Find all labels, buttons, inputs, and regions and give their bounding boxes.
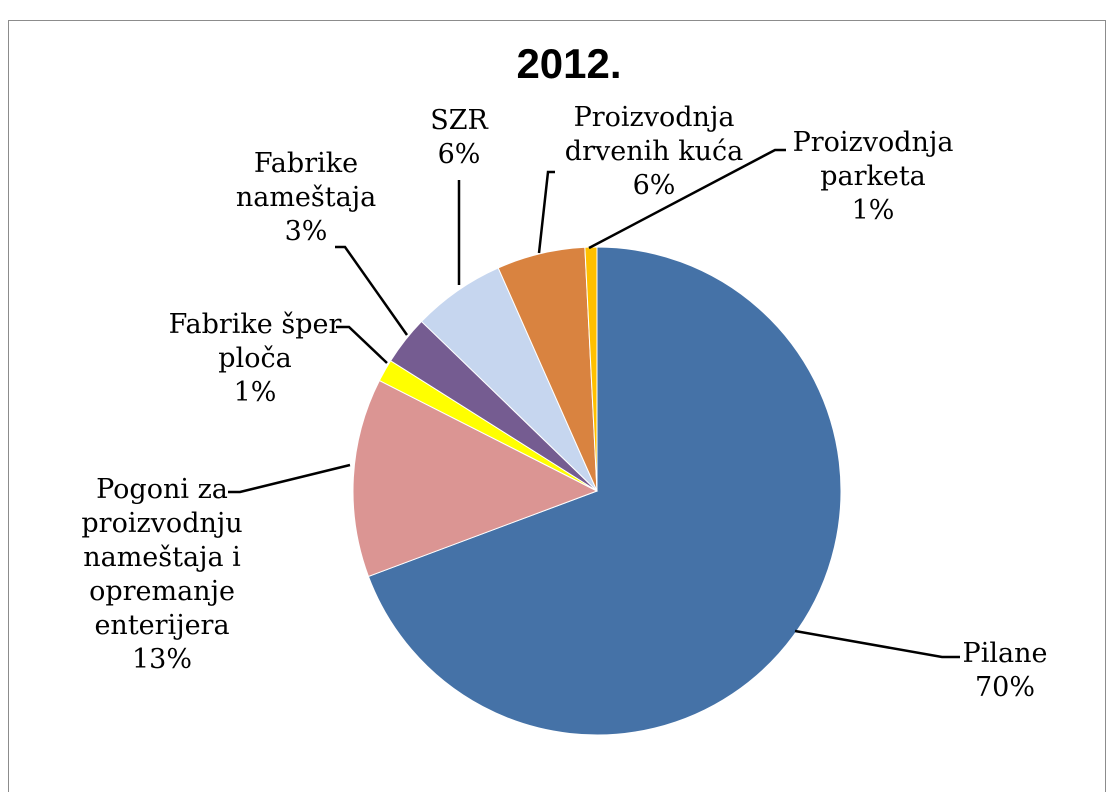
slice-name-label: Proizvodnja <box>574 102 735 133</box>
pie-slice <box>352 379 599 578</box>
slice-name-label: Pilane <box>963 638 1048 669</box>
leader-line <box>335 245 409 336</box>
slice-name-label: proizvodnju <box>81 508 242 539</box>
slice-percent-label: 13% <box>132 644 192 675</box>
slice-percent-label: 3% <box>285 216 328 247</box>
leader-line <box>794 629 960 659</box>
slice-name-label: drvenih kuća <box>565 136 743 167</box>
slice-percent-label: 6% <box>633 170 676 201</box>
slice-name-label: nameštaja i <box>83 542 241 573</box>
chart-title: 2012. <box>516 40 621 87</box>
slice-percent-label: 1% <box>234 377 277 408</box>
slice-name-label: Fabrike <box>254 148 358 179</box>
slice-name-label: enterijera <box>94 610 229 641</box>
slice-name-label: nameštaja <box>236 182 376 213</box>
pie-slice <box>367 246 842 736</box>
slice-name-label: Fabrike šper <box>169 309 342 340</box>
slice-percent-label: 1% <box>852 195 895 226</box>
leader-line <box>228 463 351 494</box>
slice-percent-label: 70% <box>975 672 1035 703</box>
slices-group <box>352 246 842 736</box>
slice-name-label: SZR <box>430 105 488 136</box>
slice-name-label: parketa <box>820 161 926 192</box>
slice-name-label: Pogoni za <box>96 474 228 505</box>
leader-line <box>336 325 388 364</box>
slice-percent-label: 6% <box>438 139 481 170</box>
leader-line <box>588 148 786 250</box>
leader-line <box>537 170 555 254</box>
slice-name-label: ploča <box>218 343 291 374</box>
slice-name-label: opremanje <box>89 576 235 607</box>
slice-name-label: Proizvodnja <box>793 127 954 158</box>
leader-lines-group <box>228 148 960 659</box>
